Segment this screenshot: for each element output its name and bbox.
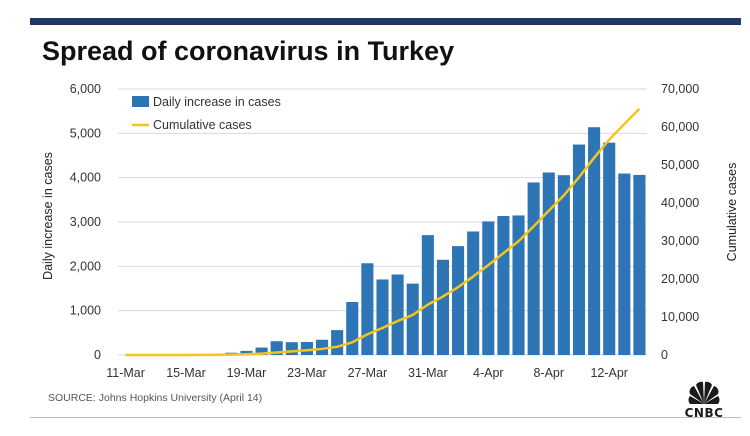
bar-20-Mar [255,347,268,355]
right-axis-ticks: 0 10,000 20,000 30,000 40,000 50,000 60,000 70,… [661,82,699,362]
chart-title: Spread of coronavirus in Turkey [42,36,455,66]
legend-bar-swatch [132,96,149,107]
bar-10-Apr [572,144,586,355]
x-tick-label: 23-Mar [287,366,327,380]
right-tick-label: 60,000 [661,120,699,134]
right-tick-label: 0 [661,348,668,362]
bar-6-Apr [512,215,525,355]
peacock-icon [688,381,720,404]
right-tick-label: 20,000 [661,272,699,286]
source-note: SOURCE: Johns Hopkins University (April … [48,392,263,404]
bar-4-Apr [482,221,495,355]
right-tick-label: 30,000 [661,234,699,248]
bar-26-Mar [346,301,359,355]
bar-23-Mar [300,342,313,355]
bar-12-Apr [603,142,616,355]
bar-7-Apr [527,182,540,355]
left-tick-label: 2,000 [70,259,101,273]
bar-24-Mar [316,339,329,355]
bar-1-Apr [436,259,449,355]
left-tick-label: 3,000 [70,215,101,229]
left-tick-label: 1,000 [70,304,101,318]
line-series [125,107,641,357]
bar-28-Mar [376,279,389,355]
bar-27-Mar [361,263,374,355]
top-accent-bar [30,18,741,25]
legend-label-cumulative: Cumulative cases [153,118,252,132]
right-tick-label: 40,000 [661,196,699,210]
right-axis-title: Cumulative cases [725,163,739,262]
cumulative-line [125,107,641,357]
bar-3-Apr [467,231,480,355]
left-axis-title: Daily increase in cases [41,152,55,280]
bar-19-Mar [240,350,253,355]
cnbc-logo: CNBC [685,381,724,420]
bar-29-Mar [391,274,404,355]
x-tick-label: 8-Apr [533,366,564,380]
right-tick-label: 50,000 [661,158,699,172]
x-tick-label: 15-Mar [166,366,206,380]
left-tick-label: 5,000 [70,126,101,140]
x-axis-ticks: 11-Mar 15-Mar 19-Mar 23-Mar 27-Mar 31-Mar 4-Ap… [106,366,628,380]
footer-divider [30,417,741,418]
x-tick-label: 11-Mar [106,366,145,380]
x-tick-label: 19-Mar [227,366,267,380]
right-tick-label: 10,000 [661,310,699,324]
x-tick-label: 4-Apr [473,366,504,380]
right-tick-label: 70,000 [661,82,699,96]
x-tick-label: 31-Mar [408,366,448,380]
bar-13-Apr [618,173,631,355]
bar-22-Mar [285,342,298,355]
bar-31-Mar [421,235,434,355]
bar-11-Apr [588,127,601,355]
cnbc-wordmark: CNBC [685,406,724,420]
legend-label-daily: Daily increase in cases [153,95,281,109]
bar-30-Mar [406,283,419,355]
bar-series [119,127,646,355]
bar-9-Apr [557,175,570,355]
bar-8-Apr [542,172,555,355]
bar-14-Apr [633,174,646,355]
bar-25-Mar [331,330,344,355]
bar-2-Apr [452,246,465,355]
bar-5-Apr [497,216,510,355]
left-axis-ticks: 0 1,000 2,000 3,000 4,000 5,000 6,000 [70,82,101,362]
left-tick-label: 6,000 [70,82,101,96]
x-tick-label: 27-Mar [348,366,388,380]
x-tick-label: 12-Apr [590,366,628,380]
left-tick-label: 0 [94,348,101,362]
legend: Daily increase in cases Cumulative cases [132,95,281,132]
left-tick-label: 4,000 [70,171,101,185]
